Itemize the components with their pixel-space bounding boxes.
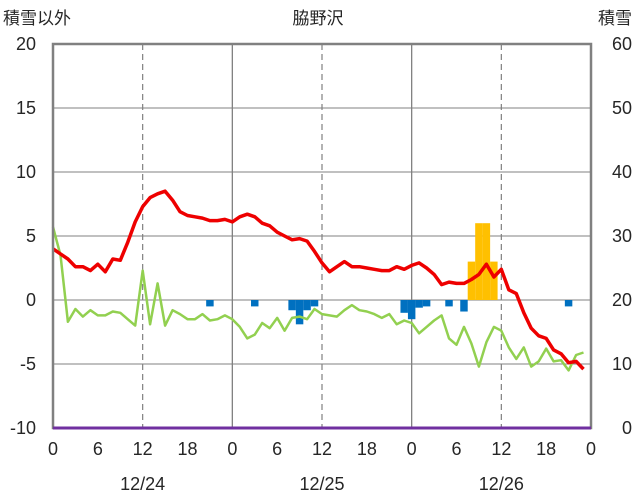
x-tick-label: 18 <box>357 439 377 459</box>
x-tick-label: 18 <box>177 439 197 459</box>
left-tick-label: 10 <box>16 162 36 182</box>
x-tick-label: 6 <box>451 439 461 459</box>
right-tick-label: 40 <box>612 162 632 182</box>
bar <box>460 300 468 312</box>
right-tick-label: 0 <box>622 418 632 438</box>
left-tick-label: 5 <box>26 226 36 246</box>
x-tick-label: 6 <box>93 439 103 459</box>
date-label: 12/25 <box>299 474 344 494</box>
x-tick-label: 0 <box>407 439 417 459</box>
bar-series <box>206 223 573 325</box>
x-tick-label: 12 <box>312 439 332 459</box>
bar <box>475 223 483 300</box>
bar <box>407 300 416 320</box>
bar <box>564 300 573 307</box>
series-line <box>51 226 584 372</box>
date-label: 12/26 <box>479 474 524 494</box>
left-tick-label: 20 <box>16 34 36 54</box>
bar <box>415 300 423 308</box>
bar <box>288 300 296 311</box>
right-tick-label: 50 <box>612 98 632 118</box>
right-tick-label: 30 <box>612 226 632 246</box>
x-tick-label: 0 <box>586 439 596 459</box>
right-tick-label: 60 <box>612 34 632 54</box>
x-tick-label: 18 <box>536 439 556 459</box>
right-tick-label: 10 <box>612 354 632 374</box>
bar <box>422 300 431 307</box>
x-tick-label: 6 <box>272 439 282 459</box>
left-tick-label: 15 <box>16 98 36 118</box>
bar <box>295 300 304 325</box>
bar <box>445 300 453 307</box>
left-tick-label: -5 <box>20 354 36 374</box>
x-tick-label: 0 <box>227 439 237 459</box>
date-label: 12/24 <box>120 474 165 494</box>
grid-lines <box>53 44 591 428</box>
bar <box>482 223 491 300</box>
left-axis-title: 積雪以外 <box>3 9 71 28</box>
bar <box>206 300 214 307</box>
bar <box>303 300 311 311</box>
bar <box>400 300 408 313</box>
bar <box>251 300 259 307</box>
left-tick-label: 0 <box>26 290 36 310</box>
left-tick-label: -10 <box>10 418 36 438</box>
x-tick-label: 12 <box>133 439 153 459</box>
right-axis-title: 積雪 <box>598 9 632 28</box>
x-tick-label: 0 <box>48 439 58 459</box>
temperature-line <box>52 189 585 371</box>
bar <box>490 261 498 300</box>
line-series <box>51 189 585 372</box>
plot-frame <box>51 42 593 430</box>
right-tick-label: 20 <box>612 290 632 310</box>
bar <box>310 300 319 307</box>
x-tick-label: 12 <box>491 439 511 459</box>
chart-title: 脇野沢 <box>293 9 344 28</box>
